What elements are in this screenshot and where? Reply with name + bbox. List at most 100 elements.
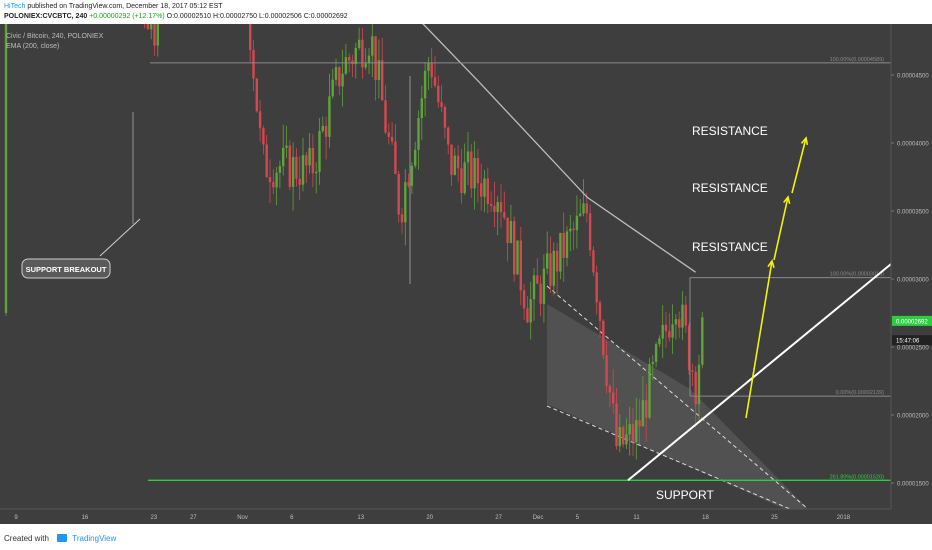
candle-down — [486, 178, 489, 205]
target-arrow-3-head — [800, 136, 809, 146]
price-chart[interactable]: 527.20%(0.00006717)0.00%(0.00006536)427.… — [0, 0, 932, 524]
target-arrow-2-head — [783, 195, 791, 204]
author-link[interactable]: HiTech — [4, 3, 26, 10]
candle-up — [674, 319, 678, 325]
candle-down — [480, 183, 483, 197]
open-value: O:0.00002510 — [166, 13, 212, 20]
candle-up — [565, 231, 569, 258]
candle-up — [671, 324, 674, 338]
candle-up — [334, 67, 338, 80]
candle-down — [400, 214, 404, 223]
price-tag-label: 15:47:06 — [896, 339, 920, 345]
candle-down — [562, 232, 565, 258]
fib-level-label: 100.00%(0.00003010) — [830, 272, 885, 278]
candle-down — [555, 250, 559, 272]
candle-down — [443, 106, 447, 128]
x-tick-label: 23 — [151, 515, 158, 521]
candle-down — [638, 420, 641, 427]
candle-down — [374, 36, 377, 80]
candle-up — [318, 131, 321, 172]
x-tick-label: Nov — [237, 515, 248, 521]
candle-down — [645, 400, 648, 418]
candle-down — [668, 331, 671, 338]
change-value: +0.00000292 (+12.17%) — [89, 13, 165, 20]
support-trendline — [627, 263, 892, 482]
candle-up — [423, 70, 427, 99]
candle-down — [153, 22, 156, 46]
candle-up — [618, 426, 621, 447]
candle-down — [265, 144, 268, 178]
candle-up — [582, 203, 585, 214]
candle-down — [338, 67, 341, 87]
candle-up — [532, 275, 536, 300]
target-arrow-1-head — [767, 259, 775, 268]
publish-info: published on TradingView.com, December 1… — [27, 3, 223, 10]
candle-up — [301, 155, 305, 185]
candle-down — [605, 355, 608, 386]
chart-panel[interactable]: 527.20%(0.00006717)0.00%(0.00006536)427.… — [0, 0, 932, 524]
fib-level-label: 100.00%(0.00004589) — [830, 57, 885, 63]
x-tick-label: 25 — [771, 515, 778, 521]
candle-down — [499, 202, 503, 213]
candle-down — [602, 320, 605, 356]
candle-up — [466, 151, 470, 163]
candle-down — [384, 100, 387, 133]
candle-down — [288, 145, 291, 187]
candle-up — [150, 22, 153, 30]
candle-up — [417, 118, 420, 150]
candle-down — [324, 125, 328, 137]
chart-footer: Created with TradingView — [0, 524, 932, 550]
candle-down — [262, 128, 265, 145]
candle-up — [496, 202, 499, 212]
candle-up — [648, 364, 651, 418]
candle-up — [651, 362, 654, 365]
candle-down — [305, 155, 308, 166]
tradingview-link[interactable]: TradingView — [72, 534, 117, 543]
candle-up — [410, 165, 414, 186]
y-tick-label: 0.00004500 — [897, 74, 929, 80]
candle-up — [420, 98, 423, 119]
chart-legend: Civic / Bitcoin, 240, POLONIEX EMA (200,… — [6, 32, 103, 52]
candle-up — [357, 39, 361, 48]
candle-down — [621, 426, 625, 445]
target-arrow-2 — [773, 196, 789, 261]
candle-up — [635, 420, 638, 442]
candle-down — [460, 168, 463, 194]
candle-up — [275, 172, 278, 188]
candle-down — [612, 392, 615, 404]
y-tick-label: 0.00002500 — [897, 346, 929, 352]
y-tick-label: 0.00003500 — [897, 210, 929, 216]
candle-down — [433, 77, 437, 86]
candle-down — [272, 182, 275, 188]
resistance-label: RESISTANCE — [692, 124, 768, 138]
candle-down — [572, 228, 575, 231]
candle-up — [681, 304, 684, 328]
fib-level-label: 261.80%(0.00001520) — [830, 474, 885, 480]
y-tick-label: 0.00001500 — [897, 482, 929, 488]
x-tick-label: 9 — [14, 515, 18, 521]
x-tick-label: 27 — [190, 515, 197, 521]
candle-down — [476, 157, 480, 184]
candle-up — [509, 220, 513, 244]
candle-up — [308, 147, 311, 166]
candle-up — [569, 228, 572, 232]
resistance-label: RESISTANCE — [692, 240, 768, 254]
candle-up — [156, 0, 159, 46]
support-breakout-label: SUPPORT BREAKOUT — [26, 265, 107, 274]
candle-down — [440, 102, 443, 107]
candle-up — [344, 57, 348, 74]
x-tick-label: 13 — [357, 515, 364, 521]
x-tick-label: 16 — [82, 515, 89, 521]
candle-down — [470, 151, 473, 189]
ema-200-line — [399, 0, 696, 273]
candle-down — [456, 155, 460, 169]
candle-down — [549, 253, 552, 286]
support-breakout-callout — [21, 258, 111, 279]
candle-down — [447, 127, 450, 145]
candle-down — [687, 325, 691, 371]
legend-title: Civic / Bitcoin, 240, POLONIEX — [6, 33, 104, 40]
candle-down — [437, 85, 440, 103]
candle-down — [519, 240, 522, 291]
x-tick-label: 27 — [495, 515, 502, 521]
candle-up — [341, 73, 344, 87]
